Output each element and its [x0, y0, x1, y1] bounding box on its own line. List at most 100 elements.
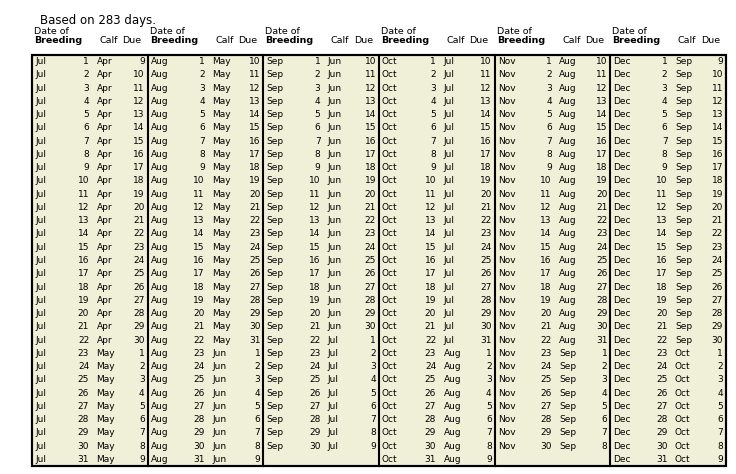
Text: May: May: [96, 402, 116, 411]
Text: Aug: Aug: [151, 455, 169, 464]
Text: 16: 16: [249, 137, 261, 146]
Text: 12: 12: [364, 83, 376, 92]
Text: Dec: Dec: [613, 322, 631, 331]
Text: 5: 5: [486, 402, 492, 411]
Text: 1: 1: [431, 57, 436, 66]
Text: 23: 23: [133, 243, 145, 252]
Text: 12: 12: [133, 97, 145, 106]
Text: Aug: Aug: [151, 83, 169, 92]
Text: 24: 24: [657, 362, 668, 371]
Text: Jul: Jul: [35, 70, 46, 79]
Text: 1: 1: [718, 349, 723, 358]
Text: 20: 20: [712, 203, 723, 212]
Text: Apr: Apr: [96, 176, 112, 185]
Text: Oct: Oct: [382, 322, 397, 331]
Text: Jul: Jul: [35, 362, 46, 371]
Text: 24: 24: [133, 256, 145, 265]
Text: 4: 4: [139, 389, 145, 398]
Text: Aug: Aug: [151, 389, 169, 398]
Text: 29: 29: [712, 322, 723, 331]
Text: Jul: Jul: [35, 296, 46, 305]
Text: Sep: Sep: [675, 123, 692, 132]
Text: 5: 5: [83, 110, 89, 119]
Text: 7: 7: [486, 428, 492, 438]
Text: Sep: Sep: [675, 83, 692, 92]
Text: 9: 9: [718, 57, 723, 66]
Text: 1: 1: [139, 349, 145, 358]
Text: Aug: Aug: [559, 309, 577, 318]
Text: 11: 11: [596, 70, 607, 79]
Text: Jul: Jul: [328, 402, 339, 411]
Text: 6: 6: [199, 123, 205, 132]
Text: 23: 23: [656, 349, 668, 358]
Text: Sep: Sep: [675, 190, 692, 199]
Text: Jun: Jun: [328, 137, 342, 146]
Text: 21: 21: [712, 216, 723, 225]
Text: 23: 23: [194, 349, 205, 358]
Text: 18: 18: [309, 283, 320, 292]
Text: Jul: Jul: [35, 137, 46, 146]
Text: 16: 16: [194, 256, 205, 265]
Text: 30: 30: [364, 322, 376, 331]
Text: 3: 3: [255, 375, 261, 384]
Text: Jul: Jul: [35, 336, 46, 345]
Text: Sep: Sep: [266, 362, 283, 371]
Text: Nov: Nov: [498, 110, 515, 119]
Text: Jul: Jul: [328, 362, 339, 371]
Text: Jun: Jun: [328, 203, 342, 212]
Text: 13: 13: [480, 97, 492, 106]
Text: 22: 22: [481, 216, 492, 225]
Text: Breeding: Breeding: [266, 36, 314, 45]
Text: 7: 7: [370, 415, 376, 424]
Text: 12: 12: [481, 83, 492, 92]
Text: Jun: Jun: [212, 362, 227, 371]
Text: 3: 3: [139, 375, 145, 384]
Text: 5: 5: [546, 110, 552, 119]
Text: May: May: [212, 150, 231, 159]
Text: 2: 2: [255, 362, 261, 371]
Text: 24: 24: [425, 362, 436, 371]
Text: 29: 29: [596, 309, 607, 318]
Text: 29: 29: [364, 309, 376, 318]
Text: 25: 25: [596, 256, 607, 265]
Text: Dec: Dec: [613, 428, 631, 438]
Text: Dec: Dec: [613, 309, 631, 318]
Text: May: May: [96, 415, 116, 424]
Text: 22: 22: [78, 336, 89, 345]
Text: 28: 28: [481, 296, 492, 305]
Text: Nov: Nov: [498, 163, 515, 172]
Text: 24: 24: [365, 243, 376, 252]
Text: Oct: Oct: [382, 137, 397, 146]
Text: Dec: Dec: [613, 150, 631, 159]
Text: Jun: Jun: [328, 176, 342, 185]
Text: 9: 9: [718, 455, 723, 464]
Text: 5: 5: [601, 402, 607, 411]
Text: 4: 4: [370, 375, 376, 384]
Text: Aug: Aug: [151, 442, 169, 451]
Text: Dec: Dec: [613, 336, 631, 345]
Text: 7: 7: [199, 137, 205, 146]
Text: 10: 10: [425, 176, 436, 185]
Text: 6: 6: [546, 123, 552, 132]
Text: Jun: Jun: [328, 190, 342, 199]
Text: 22: 22: [657, 336, 668, 345]
Text: 25: 25: [194, 375, 205, 384]
Text: 21: 21: [656, 322, 668, 331]
Text: Apr: Apr: [96, 269, 112, 278]
Text: Apr: Apr: [96, 137, 112, 146]
Text: Sep: Sep: [675, 203, 692, 212]
Text: Sep: Sep: [675, 296, 692, 305]
Text: Sep: Sep: [266, 309, 283, 318]
Text: 21: 21: [249, 203, 261, 212]
Text: Sep: Sep: [675, 283, 692, 292]
Text: Sep: Sep: [266, 190, 283, 199]
Text: Apr: Apr: [96, 123, 112, 132]
Text: 13: 13: [712, 110, 723, 119]
Text: 30: 30: [596, 322, 607, 331]
Text: 25: 25: [425, 375, 436, 384]
Text: 6: 6: [431, 123, 436, 132]
Text: Jul: Jul: [35, 57, 46, 66]
Text: Oct: Oct: [382, 336, 397, 345]
Text: Aug: Aug: [151, 309, 169, 318]
Text: 15: 15: [364, 123, 376, 132]
